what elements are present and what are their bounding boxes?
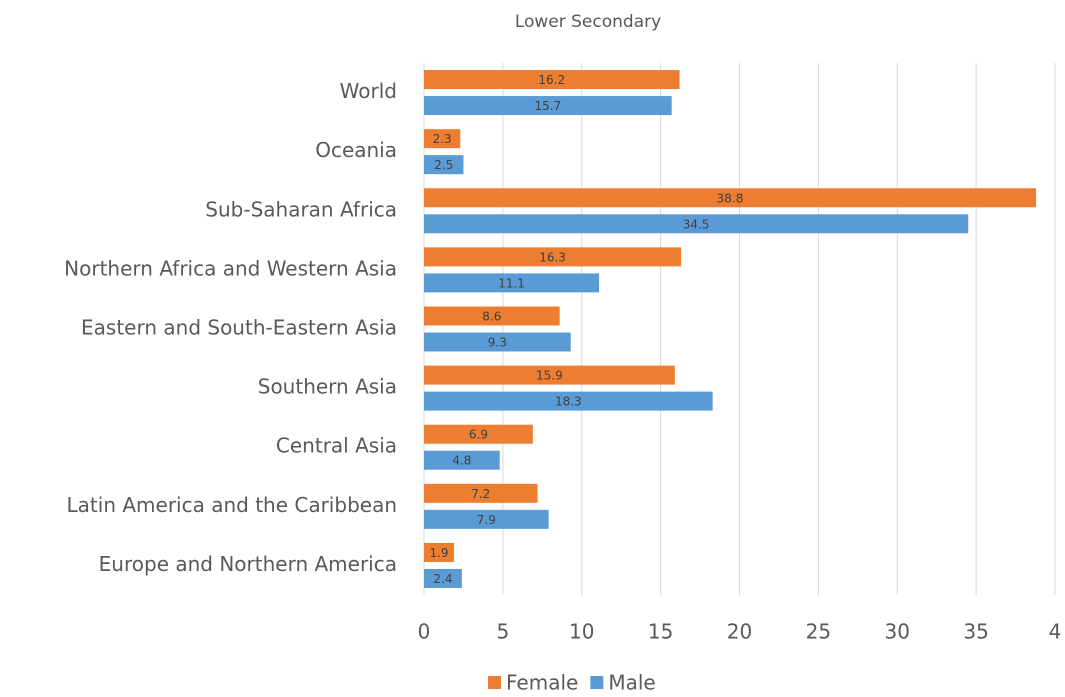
x-tick-label: 10	[569, 620, 594, 644]
y-tick-label: Sub-Saharan Africa	[205, 197, 397, 221]
x-tick-label: 0	[418, 620, 431, 644]
bar	[424, 450, 500, 470]
bar	[424, 247, 682, 267]
x-tick-label: 5	[497, 620, 510, 644]
x-tick-label: 30	[885, 620, 910, 644]
bar	[424, 568, 462, 588]
bar	[424, 70, 680, 90]
y-tick-label: Latin America and the Caribbean	[67, 493, 397, 517]
x-tick-label: 20	[727, 620, 752, 644]
bar	[424, 129, 461, 149]
data-label: 18.3	[555, 395, 582, 409]
data-label: 16.2	[538, 73, 565, 87]
bar	[424, 365, 675, 385]
y-tick-label: Northern Africa and Western Asia	[64, 256, 397, 280]
bar	[424, 542, 454, 562]
data-label: 7.2	[471, 487, 490, 501]
y-tick-label: World	[340, 79, 397, 103]
chart-title: Lower Secondary	[515, 12, 661, 32]
bar	[424, 483, 538, 503]
data-label: 8.6	[482, 310, 501, 324]
legend-label: Male	[608, 671, 655, 695]
data-label: 7.9	[477, 513, 496, 527]
data-label: 11.1	[498, 276, 525, 290]
bar	[424, 509, 549, 529]
data-label: 9.3	[488, 336, 507, 350]
data-label: 2.4	[433, 572, 452, 586]
data-label: 1.9	[429, 546, 448, 560]
bar	[424, 155, 464, 175]
data-label: 2.3	[433, 132, 452, 146]
y-tick-label: Southern Asia	[258, 375, 397, 399]
x-tick-label: 15	[648, 620, 673, 644]
data-label: 16.3	[539, 250, 566, 264]
bar	[424, 332, 571, 352]
data-label: 34.5	[683, 217, 710, 231]
bar	[424, 391, 713, 411]
bar	[424, 96, 672, 116]
bar	[424, 306, 560, 326]
y-tick-label: Oceania	[315, 138, 397, 162]
data-label: 6.9	[469, 428, 488, 442]
data-label: 2.5	[434, 158, 453, 172]
data-label: 15.7	[534, 99, 561, 113]
legend-swatch	[488, 676, 501, 689]
legend-label: Female	[506, 671, 578, 695]
bar	[424, 273, 600, 293]
data-label: 38.8	[717, 191, 744, 205]
x-tick-label: 4	[1049, 620, 1062, 644]
data-label: 15.9	[536, 369, 563, 383]
bar	[424, 424, 533, 444]
legend-swatch	[590, 676, 604, 689]
y-tick-label: Central Asia	[276, 434, 397, 458]
y-tick-label: Europe and Northern America	[99, 552, 397, 576]
data-label: 4.8	[452, 454, 471, 468]
y-tick-label: Eastern and South-Eastern Asia	[81, 316, 397, 340]
x-tick-label: 25	[806, 620, 831, 644]
bar	[424, 214, 969, 234]
bar	[424, 188, 1037, 208]
x-tick-label: 35	[963, 620, 988, 644]
